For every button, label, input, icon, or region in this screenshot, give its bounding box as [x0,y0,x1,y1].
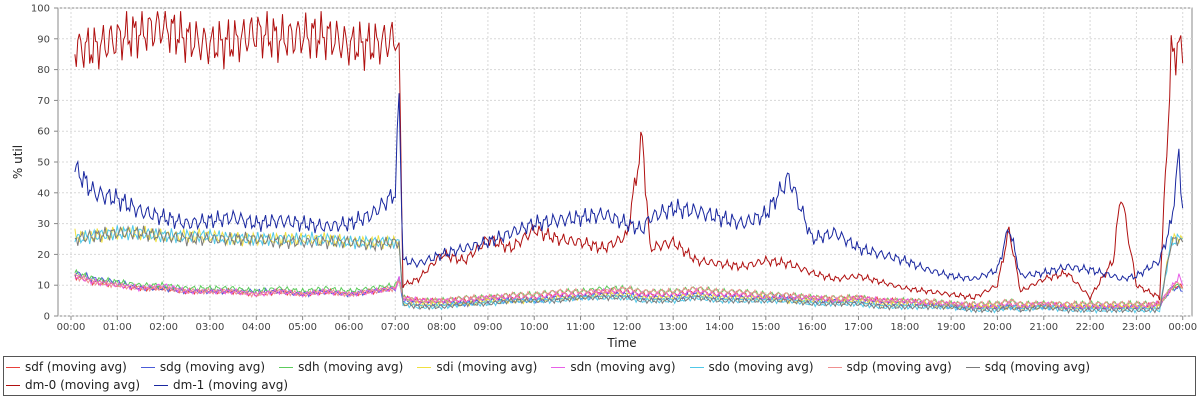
x-tick-label: 05:00 [288,322,317,333]
legend-label: sdh (moving avg) [298,360,404,374]
legend-label: sdi (moving avg) [436,360,538,374]
legend-swatch [551,366,566,368]
legend-item: sdf (moving avg) [6,358,127,376]
legend-item: sdo (moving avg) [689,358,814,376]
legend-label: sdo (moving avg) [708,360,814,374]
x-tick-label: 14:00 [705,322,734,333]
x-tick-label: 00:00 [57,322,86,333]
plot-area [57,7,1193,317]
x-tick-label: 15:00 [751,322,780,333]
x-tick-label: 21:00 [1029,322,1058,333]
y-tick-label: 20 [37,250,50,261]
x-tick-label: 01:00 [103,322,132,333]
y-tick-label: 100 [31,4,50,15]
legend-swatch [140,366,155,368]
x-axis: 00:00 01:00 02:00 03:00 04:00 05:00 06:00 07:00… [57,316,1197,333]
x-tick-label: 12:00 [612,322,641,333]
legend-label: sdp (moving avg) [846,360,952,374]
legend-swatch [6,384,20,386]
series-line-6 [74,273,1183,308]
series-line-9 [74,93,1184,283]
x-tick-label: 09:00 [473,322,502,333]
y-tick-label: 70 [37,96,50,107]
utilization-chart: 0 10 20 30 40 50 60 70 80 90 100 00:00 01:00 02:00 03… [11,4,1197,351]
x-tick-label: 08:00 [427,322,456,333]
legend-item: dm-1 (moving avg) [154,376,288,394]
y-tick-label: 0 [44,312,50,323]
legend-swatch [689,366,704,368]
x-tick-label: 13:00 [659,322,688,333]
legend-swatch [154,384,169,386]
x-tick-label: 23:00 [1122,322,1151,333]
legend-swatch [6,366,20,368]
chart-legend: sdf (moving avg) sdg (moving avg) sdh (mov… [3,356,1196,396]
x-tick-label: 22:00 [1076,322,1105,333]
legend-label: sdn (moving avg) [570,360,676,374]
series-lines [74,11,1184,315]
legend-item: sdn (moving avg) [551,358,676,376]
legend-swatch [965,366,980,368]
legend-swatch [827,366,842,368]
legend-item: dm-0 (moving avg) [6,376,140,394]
x-tick-label: 02:00 [149,322,178,333]
y-tick-label: 80 [37,65,50,76]
y-tick-label: 10 [37,281,50,292]
x-tick-label: 03:00 [196,322,225,333]
legend-item: sdi (moving avg) [417,358,537,376]
y-tick-label: 50 [37,158,50,169]
legend-item: sdp (moving avg) [827,358,952,376]
y-axis-title: % util [11,145,25,179]
x-tick-label: 20:00 [983,322,1012,333]
y-tick-label: 30 [37,219,50,230]
x-tick-label: 06:00 [335,322,364,333]
x-tick-label: 10:00 [520,322,549,333]
x-tick-label: 00:00 [1168,322,1197,333]
y-axis: 0 10 20 30 40 50 60 70 80 90 100 [31,4,58,323]
x-tick-label: 11:00 [566,322,595,333]
legend-item: sdh (moving avg) [279,358,403,376]
y-tick-label: 40 [37,188,50,199]
x-tick-label: 04:00 [242,322,271,333]
legend-label: dm-0 (moving avg) [25,378,141,392]
series-line-7 [74,225,1184,315]
y-tick-label: 60 [37,127,50,138]
x-tick-label: 19:00 [937,322,966,333]
grid-lines [58,7,1192,317]
legend-label: sdf (moving avg) [25,360,127,374]
y-tick-label: 90 [37,34,50,45]
legend-item: sdq (moving avg) [965,358,1091,376]
x-axis-title: Time [606,336,636,350]
x-tick-label: 18:00 [890,322,919,333]
legend-label: dm-1 (moving avg) [173,378,289,392]
legend-item: sdg (moving avg) [140,358,266,376]
x-tick-label: 16:00 [798,322,827,333]
legend-swatch [279,366,294,368]
x-tick-label: 07:00 [381,322,410,333]
legend-label: sdg (moving avg) [159,360,266,374]
legend-label: sdq (moving avg) [984,360,1091,374]
x-tick-label: 17:00 [844,322,873,333]
legend-swatch [417,366,432,368]
